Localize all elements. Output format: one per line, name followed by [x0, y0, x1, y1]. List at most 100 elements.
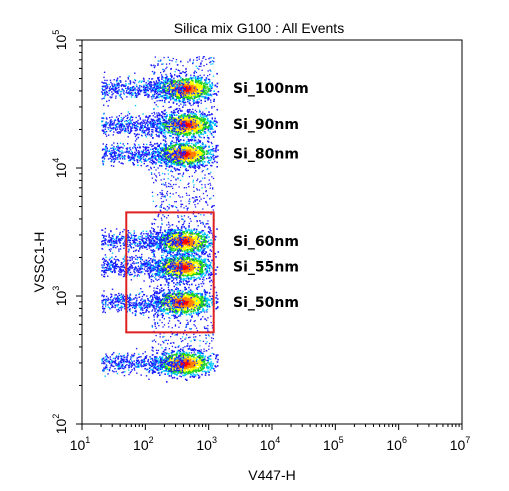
event-dot	[136, 160, 139, 162]
event-dot	[143, 84, 145, 87]
event-dot	[184, 252, 186, 255]
event-dot	[128, 92, 130, 94]
event-dot	[123, 93, 126, 96]
event-dot	[105, 124, 107, 126]
event-dot	[159, 123, 161, 125]
event-dot	[174, 163, 176, 166]
event-dot	[209, 128, 212, 131]
event-dot	[113, 85, 115, 87]
event-dot	[189, 83, 191, 85]
event-dot	[161, 156, 164, 158]
event-dot	[214, 149, 217, 152]
event-dot	[213, 124, 216, 126]
event-dot	[133, 159, 136, 162]
event-dot	[159, 149, 162, 151]
event-dot	[146, 120, 148, 122]
event-dot	[209, 122, 211, 124]
event-dot	[216, 72, 218, 75]
event-dot	[181, 86, 184, 88]
event-dot	[145, 127, 148, 129]
event-dot	[161, 240, 163, 243]
event-dot	[152, 150, 154, 153]
event-dot	[194, 96, 197, 99]
event-dot	[144, 154, 146, 156]
event-dot	[147, 132, 150, 134]
event-dot	[132, 94, 134, 96]
event-dot	[185, 119, 187, 122]
event-dot	[173, 150, 176, 152]
event-dot	[201, 127, 203, 129]
event-dot	[148, 146, 150, 149]
event-dot	[173, 113, 175, 116]
event-dot	[185, 153, 187, 155]
event-dot	[176, 75, 178, 77]
event-dot	[216, 85, 218, 88]
event-dot	[199, 131, 202, 134]
event-dot	[150, 122, 152, 125]
event-dot	[169, 88, 172, 91]
event-dot	[175, 93, 178, 95]
event-dot	[181, 90, 184, 92]
event-dot	[182, 147, 185, 149]
event-dot	[145, 90, 147, 92]
event-dot	[216, 155, 219, 158]
event-dot	[161, 92, 163, 94]
event-dot	[160, 82, 163, 85]
event-dot	[159, 91, 161, 93]
event-dot	[193, 153, 196, 156]
event-dot	[174, 156, 176, 158]
event-dot	[132, 88, 134, 91]
event-dot	[153, 250, 156, 252]
event-dot	[167, 149, 170, 151]
event-dot	[154, 157, 157, 159]
event-dot	[201, 149, 204, 151]
event-dot	[137, 150, 140, 152]
event-dot	[208, 127, 211, 129]
event-dot	[136, 156, 139, 158]
event-dot	[191, 158, 194, 160]
event-dot	[174, 124, 177, 127]
event-dot	[186, 140, 188, 143]
event-dot	[209, 84, 211, 86]
event-dot	[126, 150, 128, 153]
event-dot	[108, 124, 111, 126]
event-dot	[153, 84, 155, 86]
event-dot	[174, 122, 176, 124]
event-dot	[191, 238, 194, 241]
event-dot	[199, 244, 202, 247]
event-dot	[125, 83, 127, 85]
event-dot	[147, 164, 149, 167]
event-dot	[117, 91, 119, 93]
event-dot	[185, 124, 188, 126]
event-dot	[135, 134, 137, 136]
event-dot	[173, 111, 175, 113]
event-dot	[152, 230, 155, 233]
event-dot	[128, 83, 130, 85]
event-dot	[120, 84, 122, 87]
event-dot	[149, 157, 152, 159]
event-dot	[112, 126, 115, 129]
event-dot	[214, 235, 217, 238]
event-dot	[192, 237, 195, 240]
event-dot	[197, 154, 200, 157]
event-dot	[151, 157, 153, 159]
event-dot	[176, 143, 179, 145]
event-dot	[172, 82, 175, 85]
event-dot	[198, 235, 201, 237]
event-dot	[206, 234, 209, 236]
event-dot	[188, 110, 190, 113]
event-dot	[200, 248, 203, 250]
event-dot	[115, 157, 117, 159]
event-dot	[148, 88, 150, 90]
event-dot	[186, 87, 188, 89]
event-dot	[113, 123, 115, 125]
event-dot	[178, 93, 180, 95]
event-dot	[156, 114, 159, 116]
event-dot	[181, 145, 183, 148]
event-dot	[194, 87, 197, 89]
event-dot	[103, 132, 105, 134]
event-dot	[119, 80, 122, 82]
event-dot	[139, 153, 142, 156]
event-dot	[105, 130, 108, 133]
event-dot	[164, 85, 166, 87]
